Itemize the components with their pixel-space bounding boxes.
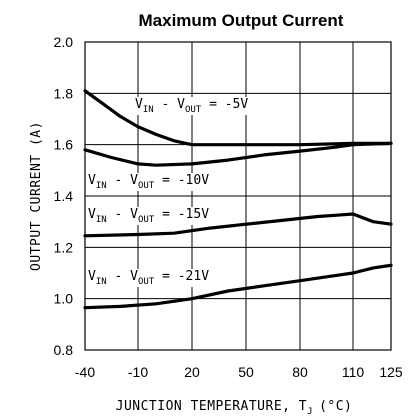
- y-tick-label: 2.0: [54, 34, 74, 50]
- series-label-background: [86, 269, 212, 287]
- tick-labels: -40 -10 20 50 80 110 125 0.8 1.0 1.2 1.4 1.6 1.8 2.0: [54, 34, 403, 380]
- series-label-background: [86, 207, 212, 225]
- y-tick-label: 1.6: [54, 137, 74, 153]
- series-label-3: VIN - VOUT = -15V: [88, 207, 209, 225]
- plot-frame: [84, 41, 392, 351]
- y-tick-label: 1.2: [54, 239, 74, 255]
- x-axis-label-sub: J: [307, 407, 313, 417]
- x-tick-label: 50: [238, 364, 254, 380]
- chart-title: Maximum Output Current: [139, 11, 344, 30]
- x-tick-label: 110: [342, 364, 365, 380]
- series-lines: [83, 89, 393, 310]
- series-line-4: [83, 263, 393, 310]
- series-label-1: VIN - VOUT = -5V: [135, 97, 248, 115]
- gridlines: [85, 42, 391, 350]
- x-tick-label: -10: [128, 364, 148, 380]
- series-annotations: VIN - VOUT = -5V VIN - VOUT = -10V VIN - V…: [86, 97, 251, 287]
- series-label-background: [133, 97, 251, 115]
- y-tick-label: 1.0: [54, 291, 74, 307]
- y-tick-label: 1.8: [54, 85, 74, 101]
- x-tick-label: 80: [292, 364, 308, 380]
- series-line-1: [83, 89, 393, 147]
- series-line-3: [83, 212, 393, 238]
- y-tick-label: 1.4: [54, 188, 74, 204]
- series-label-4: VIN - VOUT = -21V: [88, 269, 209, 287]
- x-axis-label: JUNCTION TEMPERATURE, TJ (°C): [116, 399, 353, 417]
- x-axis-label-main: JUNCTION TEMPERATURE, T: [116, 399, 308, 414]
- x-tick-label: 125: [379, 364, 403, 380]
- x-axis-label-unit: (°C): [319, 399, 352, 414]
- x-tick-label: 20: [184, 364, 200, 380]
- series-label-background: [86, 173, 212, 191]
- series-line-2: [83, 141, 393, 167]
- y-axis-label: OUTPUT CURRENT (A): [29, 121, 44, 271]
- series-label-2: VIN - VOUT = -10V: [88, 173, 209, 191]
- y-tick-label: 0.8: [54, 342, 74, 358]
- x-tick-label: -40: [75, 364, 95, 380]
